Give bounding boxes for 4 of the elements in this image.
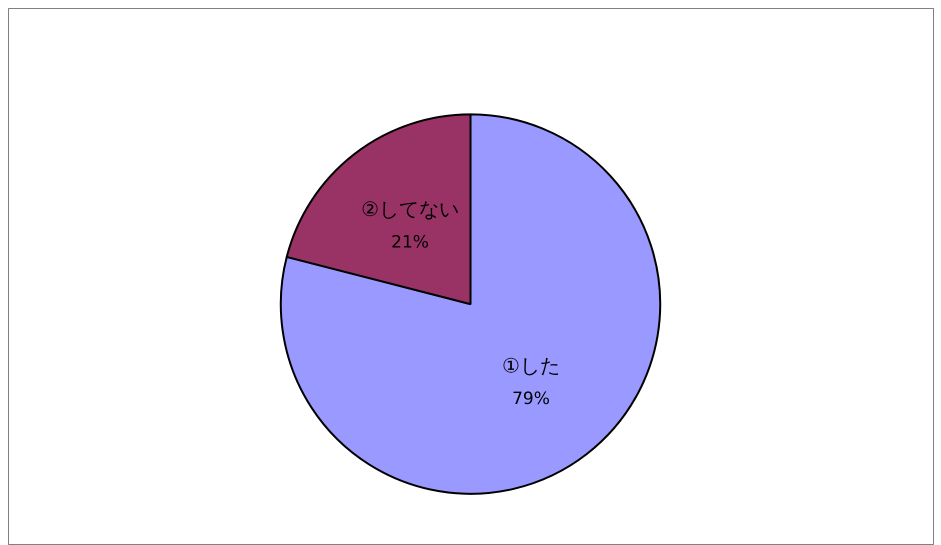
data-label: 79% xyxy=(512,388,550,409)
slice-label: ①した xyxy=(502,353,560,378)
data-label: 21% xyxy=(391,232,429,253)
slice-label: ②してない xyxy=(361,197,460,222)
